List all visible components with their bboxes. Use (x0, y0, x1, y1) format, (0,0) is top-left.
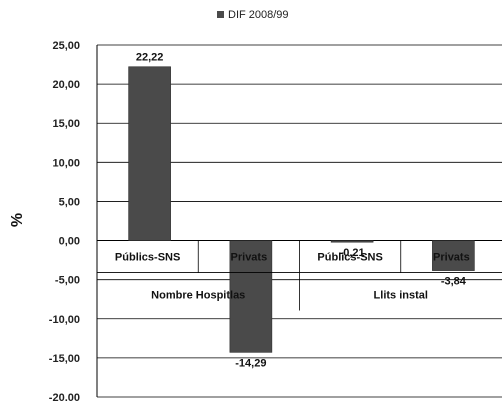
category-label: Públics-SNS (317, 252, 382, 264)
y-tick-label: 20,00 (52, 79, 80, 91)
y-axis-label: % (9, 213, 26, 227)
category-label: Públics-SNS (115, 252, 180, 264)
bar (128, 66, 171, 241)
y-tick-label: -15,00 (49, 353, 80, 365)
y-tick-label: 15,00 (52, 118, 80, 130)
category-label: Privats (433, 252, 470, 264)
data-label: -0,21 (340, 247, 365, 259)
data-label: -14,29 (235, 357, 266, 369)
y-tick-label: 10,00 (52, 157, 80, 169)
y-tick-label: -10,00 (49, 314, 80, 326)
group-label: Nombre Hospitlas (151, 290, 245, 302)
legend: DIF 2008/99 (217, 9, 289, 21)
bar (330, 240, 374, 243)
bar (229, 240, 273, 353)
y-tick-label: -20,00 (49, 392, 80, 401)
data-label: 22,22 (136, 52, 164, 64)
legend-label: DIF 2008/99 (228, 9, 289, 21)
y-axis-tick-labels: 25,00 20,00 15,00 10,00 5,00 0,00 -5,00 -10,00 -… (49, 40, 80, 401)
bars (128, 66, 475, 353)
group-label: Llits instal (374, 290, 428, 302)
bar (432, 240, 475, 271)
y-tick-label: 0,00 (59, 236, 80, 248)
y-tick-label: 25,00 (52, 40, 80, 52)
category-label: Privats (231, 252, 268, 264)
data-labels: 22,22 -14,29 -0,21 -3,84 (136, 52, 467, 370)
y-tick-label: -5,00 (55, 275, 80, 287)
category-axis: Públics-SNS Privats Públics-SNS Privats Nomb… (97, 240, 502, 311)
y-tick-label: 5,00 (59, 196, 80, 208)
legend-swatch (217, 11, 224, 18)
data-label: -3,84 (441, 276, 467, 288)
